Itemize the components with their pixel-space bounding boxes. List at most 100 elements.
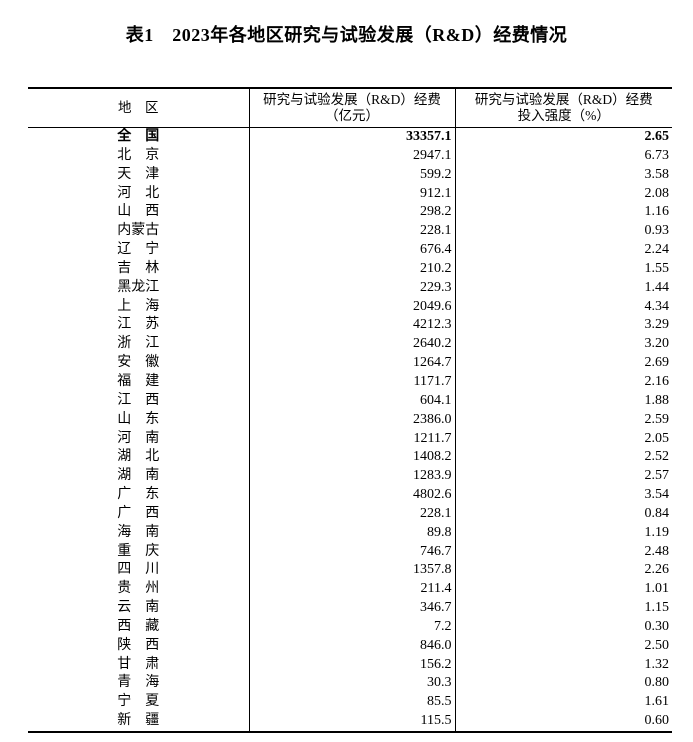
intensity-cell: 2.65 — [644, 129, 670, 144]
expenditure-cell: 2386.0 — [249, 410, 456, 430]
table-row: 四 川 1357.8 2.26 — [28, 561, 672, 581]
intensity-cell: 2.05 — [644, 430, 670, 446]
table-row: 湖 北 1408.2 2.52 — [28, 448, 672, 468]
expenditure-cell: 298.2 — [249, 203, 456, 223]
table-row: 甘 肃 156.2 1.32 — [28, 655, 672, 675]
expenditure-cell: 33357.1 — [249, 127, 456, 147]
intensity-cell: 3.58 — [644, 166, 670, 182]
intensity-cell: 2.26 — [644, 562, 670, 578]
table-row: 河 南 1211.7 2.05 — [28, 429, 672, 449]
region-cell: 广 西 — [28, 504, 250, 524]
intensity-header-line1: 研究与试验发展（R&D）经费 — [474, 92, 653, 107]
expenditure-cell: 210.2 — [249, 259, 456, 279]
region-cell: 湖 南 — [28, 467, 250, 487]
region-cell: 陕 西 — [28, 636, 250, 656]
table-row: 江 西 604.1 1.88 — [28, 391, 672, 411]
table-row: 吉 林 210.2 1.55 — [28, 259, 672, 279]
table-row: 新 疆 115.5 0.60 — [28, 712, 672, 732]
table-row: 辽 宁 676.4 2.24 — [28, 241, 672, 260]
intensity-cell: 6.73 — [644, 147, 670, 163]
table-row: 西 藏 7.2 0.30 — [28, 617, 672, 637]
table-row: 贵 州 211.4 1.01 — [28, 580, 672, 600]
intensity-cell: 0.84 — [644, 505, 670, 521]
expenditure-cell: 1408.2 — [249, 448, 456, 468]
table-row: 云 南 346.7 1.15 — [28, 599, 672, 618]
table-row: 上 海 2049.6 4.34 — [28, 297, 672, 317]
region-cell: 吉 林 — [28, 259, 250, 279]
region-cell: 贵 州 — [28, 580, 250, 600]
expenditure-cell: 89.8 — [249, 523, 456, 543]
expenditure-cell: 2640.2 — [249, 335, 456, 355]
expenditure-cell: 115.5 — [249, 712, 456, 732]
region-cell: 青 海 — [28, 674, 250, 694]
table-header: 地 区 研究与试验发展（R&D）经费 （亿元） 研究与试验发展（R&D）经费 投… — [28, 88, 672, 128]
region-cell: 四 川 — [28, 561, 250, 581]
expenditure-cell: 85.5 — [249, 693, 456, 713]
intensity-cell: 2.24 — [644, 242, 670, 258]
table-row: 海 南 89.8 1.19 — [28, 523, 672, 543]
region-cell: 北 京 — [28, 146, 250, 166]
intensity-cell: 2.52 — [644, 449, 670, 465]
expenditure-cell: 599.2 — [249, 165, 456, 185]
region-cell: 宁 夏 — [28, 693, 250, 713]
intensity-cell: 1.32 — [644, 656, 670, 672]
table-row: 陕 西 846.0 2.50 — [28, 636, 672, 656]
intensity-cell: 2.08 — [644, 185, 670, 201]
region-cell: 安 徽 — [28, 354, 250, 373]
column-header-intensity: 研究与试验发展（R&D）经费 投入强度（%） — [455, 88, 672, 128]
intensity-cell: 1.61 — [644, 694, 670, 710]
region-cell: 江 苏 — [28, 316, 250, 336]
intensity-cell: 2.57 — [644, 468, 670, 484]
intensity-cell: 2.50 — [644, 637, 670, 653]
table-row: 全 国 33357.1 2.65 — [28, 127, 672, 147]
region-cell: 河 南 — [28, 429, 250, 449]
table-row: 安 徽 1264.7 2.69 — [28, 354, 672, 373]
expenditure-cell: 912.1 — [249, 184, 456, 204]
expenditure-cell: 1211.7 — [249, 429, 456, 449]
region-cell: 福 建 — [28, 372, 250, 392]
expenditure-cell: 228.1 — [249, 504, 456, 524]
intensity-cell: 3.54 — [644, 487, 670, 503]
intensity-cell: 3.29 — [644, 317, 670, 333]
expenditure-cell: 346.7 — [249, 599, 456, 618]
region-cell: 海 南 — [28, 523, 250, 543]
expenditure-cell: 1283.9 — [249, 467, 456, 487]
table-row: 浙 江 2640.2 3.20 — [28, 335, 672, 355]
region-cell: 新 疆 — [28, 712, 250, 732]
expenditure-cell: 676.4 — [249, 241, 456, 260]
region-cell: 云 南 — [28, 599, 250, 618]
header-row: 地 区 研究与试验发展（R&D）经费 （亿元） 研究与试验发展（R&D）经费 投… — [28, 88, 672, 128]
expenditure-cell: 211.4 — [249, 580, 456, 600]
expenditure-cell: 2947.1 — [249, 146, 456, 166]
intensity-cell: 1.15 — [644, 600, 670, 616]
region-cell: 天 津 — [28, 165, 250, 185]
intensity-cell: 1.88 — [644, 392, 670, 408]
expenditure-cell: 228.1 — [249, 222, 456, 242]
column-header-expenditure: 研究与试验发展（R&D）经费 （亿元） — [249, 88, 456, 128]
expenditure-cell: 30.3 — [249, 674, 456, 694]
region-cell: 湖 北 — [28, 448, 250, 468]
expenditure-cell: 1171.7 — [249, 372, 456, 392]
intensity-cell: 1.19 — [644, 524, 670, 540]
region-cell: 上 海 — [28, 297, 250, 317]
expenditure-cell: 156.2 — [249, 655, 456, 675]
intensity-cell: 2.69 — [644, 355, 670, 371]
intensity-cell: 1.16 — [644, 204, 670, 220]
region-cell: 重 庆 — [28, 542, 250, 562]
table-row: 山 西 298.2 1.16 — [28, 203, 672, 223]
table-body: 全 国 33357.1 2.65 北 京 2947.1 6.73 天 津 599… — [28, 127, 672, 732]
expenditure-cell: 4212.3 — [249, 316, 456, 336]
intensity-cell: 2.48 — [644, 543, 670, 559]
intensity-header-line2: 投入强度（%） — [517, 108, 610, 123]
intensity-cell: 1.44 — [644, 279, 670, 295]
table-row: 北 京 2947.1 6.73 — [28, 146, 672, 166]
region-cell: 河 北 — [28, 184, 250, 204]
intensity-cell: 0.60 — [644, 713, 670, 729]
table-row: 宁 夏 85.5 1.61 — [28, 693, 672, 713]
expenditure-cell: 1357.8 — [249, 561, 456, 581]
intensity-cell: 2.59 — [644, 411, 670, 427]
expenditure-cell: 846.0 — [249, 636, 456, 656]
expenditure-cell: 604.1 — [249, 391, 456, 411]
table-row: 黑龙江 229.3 1.44 — [28, 278, 672, 298]
intensity-cell: 4.34 — [644, 298, 670, 314]
